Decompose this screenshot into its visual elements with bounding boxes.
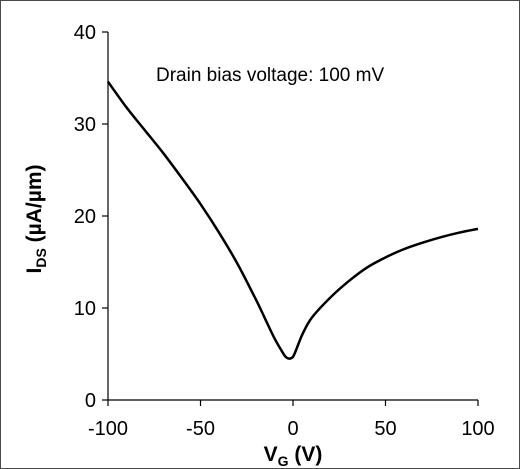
x-tick-label: 50 [374, 418, 396, 440]
x-tick-label: -50 [186, 418, 215, 440]
x-axis-title-sub: G [278, 453, 289, 468]
x-axis-title-main: V [264, 443, 278, 466]
y-tick-label: 30 [74, 114, 96, 136]
y-tick-label: 20 [74, 206, 96, 228]
y-axis-title-main: I [23, 268, 46, 274]
series-line [106, 80, 479, 360]
y-axis-title: IDS (µA/µm) [23, 165, 49, 274]
ticks [102, 31, 479, 406]
tick-labels: 0 10 20 30 40 -100 -50 0 50 100 [74, 22, 495, 440]
axes [107, 32, 478, 401]
annotation-label: Drain bias voltage: 100 mV [156, 65, 384, 86]
x-axis-title: VG (V) [264, 443, 323, 468]
series-layer [106, 80, 479, 360]
x-tick-label: -100 [88, 418, 128, 440]
y-tick-label: 0 [85, 390, 96, 412]
x-tick-label: 0 [287, 418, 298, 440]
y-tick-label: 10 [74, 298, 96, 320]
y-axis-title-unit: (µA/µm) [23, 165, 46, 249]
x-axis-title-unit: (V) [289, 443, 323, 466]
y-tick-label: 40 [74, 22, 96, 44]
x-tick-label: 100 [461, 418, 494, 440]
y-axis-title-sub: DS [33, 248, 49, 267]
